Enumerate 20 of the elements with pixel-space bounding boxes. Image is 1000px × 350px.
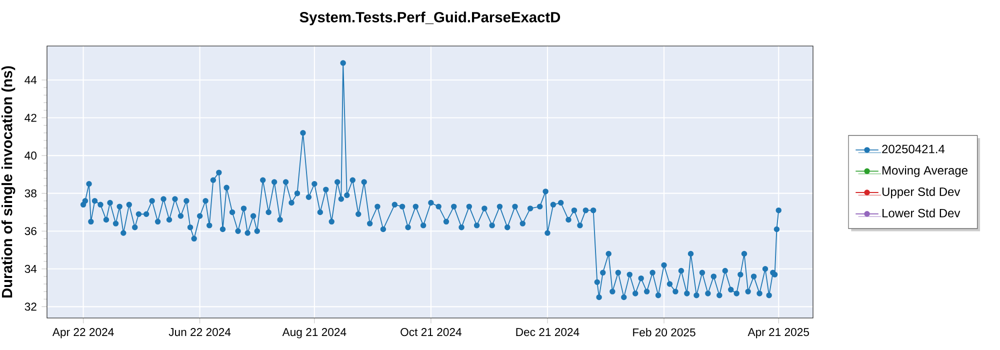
y-tick-label: 36 <box>24 227 36 236</box>
legend-label: Upper Std Dev <box>882 187 960 198</box>
legend-label: Moving Average <box>882 166 968 177</box>
y-axis-title: Duration of single invocation (ns) <box>1 66 16 298</box>
y-tick-label: 44 <box>24 76 37 84</box>
y-tick-label: 42 <box>24 114 36 122</box>
x-tick-label: Jun 22 2024 <box>168 328 231 336</box>
y-tick-label: 32 <box>24 302 36 311</box>
legend-label: 20250421.4 <box>882 144 945 154</box>
y-tick-label: 34 <box>24 264 37 273</box>
x-tick-label: Apr 21 2025 <box>748 328 810 338</box>
x-tick-label: Feb 20 2025 <box>633 328 696 336</box>
y-tick-label: 40 <box>24 152 37 160</box>
x-tick-label: Apr 22 2024 <box>52 328 114 338</box>
x-tick-label: Aug 21 2024 <box>282 328 346 338</box>
y-tick-label: 38 <box>24 189 36 198</box>
x-tick-label: Oct 21 2024 <box>400 328 462 336</box>
legend-label: Lower Std Dev <box>882 208 960 218</box>
chart-title: System.Tests.Perf_Guid.ParseExactD <box>300 12 560 26</box>
x-tick-label: Dec 21 2024 <box>516 328 580 336</box>
